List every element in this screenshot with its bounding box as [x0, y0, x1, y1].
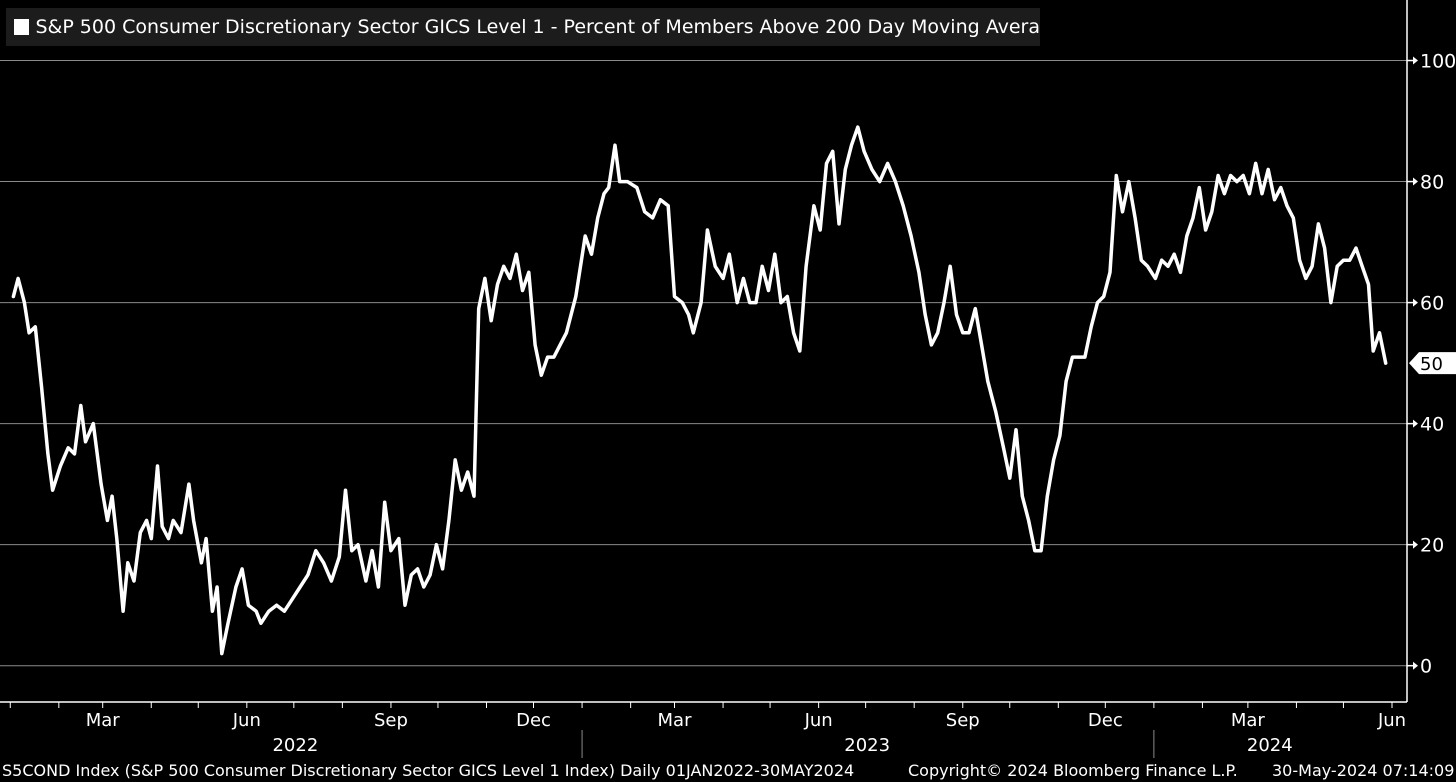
- last-value-box: [1409, 352, 1456, 375]
- x-tick-label-dec: Dec: [1088, 710, 1123, 731]
- y-tick-arrow-20: [1413, 540, 1418, 549]
- x-tick-label-jun: Jun: [1377, 710, 1406, 731]
- y-tick-label-0: 0: [1420, 656, 1432, 678]
- y-tick-arrow-0: [1413, 661, 1418, 670]
- y-tick-arrow-80: [1413, 177, 1418, 186]
- y-tick-label-60: 60: [1420, 293, 1444, 315]
- footer: S5COND Index (S&P 500 Consumer Discretio…: [0, 759, 1456, 782]
- x-axis: Mar Jun Sep Dec Mar Jun Sep Dec Mar Jun 2022 2023 20…: [0, 701, 1407, 758]
- footer-copyright: Copyright© 2024 Bloomberg Finance L.P.: [908, 761, 1238, 780]
- legend-swatch: [14, 19, 30, 35]
- x-year-label-2022: 2022: [272, 735, 318, 756]
- chart-title: S&P 500 Consumer Discretionary Sector GI…: [35, 16, 1040, 38]
- y-tick-label-20: 20: [1420, 535, 1444, 557]
- x-year-label-2023: 2023: [844, 735, 890, 756]
- y-tick-label-100: 100: [1420, 51, 1456, 73]
- series-line-0: [11, 125, 1388, 656]
- x-tick-label-jun: Jun: [232, 710, 261, 731]
- y-tick-label-40: 40: [1420, 414, 1444, 436]
- x-tick-label-mar: Mar: [86, 710, 121, 731]
- last-value-marker: 50: [1409, 352, 1456, 375]
- x-year-label-2024: 2024: [1247, 735, 1293, 756]
- footer-index-info: S5COND Index (S&P 500 Consumer Discretio…: [2, 761, 855, 780]
- y-tick-arrow-60: [1413, 298, 1418, 307]
- x-tick-label-mar: Mar: [1231, 710, 1266, 731]
- x-tick-label-mar: Mar: [658, 710, 693, 731]
- last-value-label: 50: [1420, 354, 1443, 375]
- legend: S&P 500 Consumer Discretionary Sector GI…: [6, 8, 1040, 46]
- x-tick-label-sep: Sep: [374, 710, 408, 731]
- series-layer: [11, 125, 1388, 656]
- y-tick-arrow-100: [1413, 56, 1418, 65]
- y-axis: 0 20 40 60 80 100: [1406, 0, 1456, 702]
- x-tick-label-jun: Jun: [804, 710, 833, 731]
- footer-timestamp: 30-May-2024 07:14:09: [1272, 761, 1455, 780]
- grid-lines: [0, 60, 1407, 667]
- x-tick-label-sep: Sep: [946, 710, 980, 731]
- y-tick-label-80: 80: [1420, 172, 1444, 194]
- x-tick-label-dec: Dec: [516, 710, 551, 731]
- y-tick-arrow-40: [1413, 419, 1418, 428]
